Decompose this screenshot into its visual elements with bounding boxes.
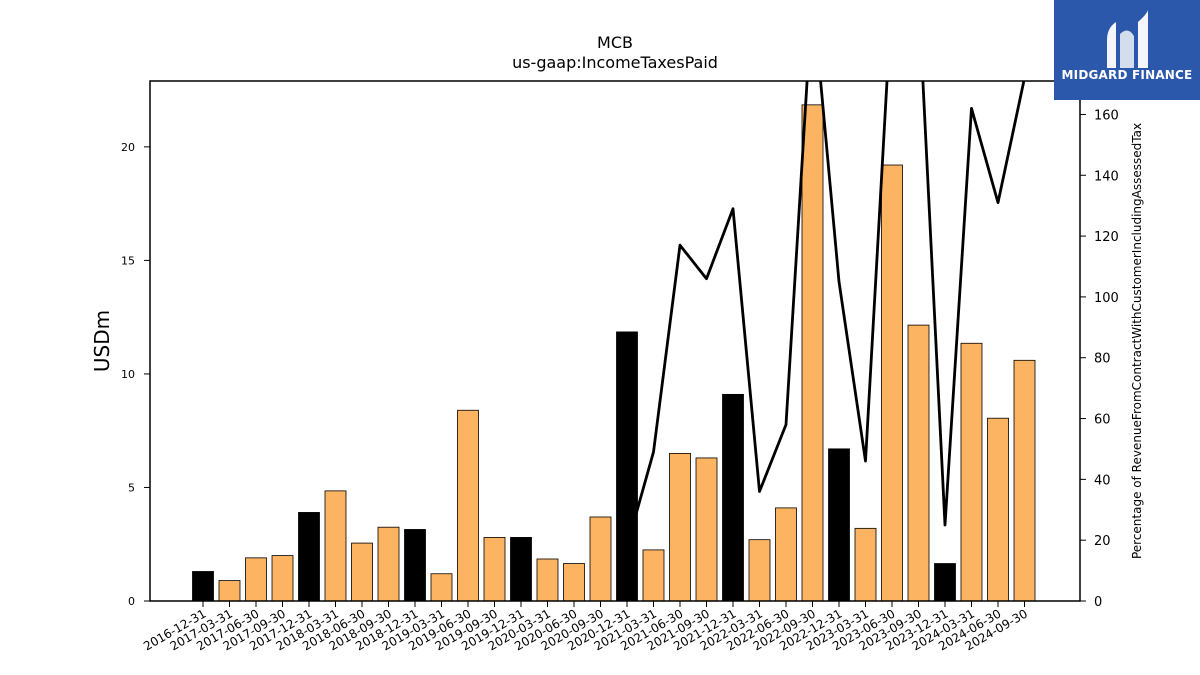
bar-2023-09-30 <box>907 324 930 602</box>
bar-2020-03-31 <box>536 558 559 602</box>
x-axis: 2016-12-312017-03-312017-06-302017-09-30… <box>141 601 1030 653</box>
bar-2019-09-30 <box>483 537 506 602</box>
y-tick-label: 10 <box>121 368 135 381</box>
y-tick-label: 0 <box>128 595 135 608</box>
bar-2020-09-30 <box>589 516 612 602</box>
y-axis-left: 0 5 10 15 20 <box>121 141 150 608</box>
y-tick-label: 20 <box>121 141 135 154</box>
y-axis-label: USDm <box>90 310 114 372</box>
bar-2023-06-30 <box>881 164 903 602</box>
bar-2018-12-31 <box>404 529 426 602</box>
bar-2019-06-30 <box>457 409 479 602</box>
bar-2018-06-30 <box>351 542 373 602</box>
bar-2017-03-31 <box>218 580 241 602</box>
y2-tick-label: 100 <box>1094 291 1119 306</box>
bar-2017-06-30 <box>245 557 267 602</box>
y2-tick-label: 40 <box>1094 473 1111 488</box>
logo-mark-icon <box>1107 10 1148 69</box>
y-tick-label: 5 <box>128 481 135 494</box>
bar-2023-03-31 <box>854 527 877 602</box>
bar-2018-09-30 <box>377 526 400 602</box>
bar-2019-12-31 <box>510 537 532 602</box>
y2-tick-label: 0 <box>1094 595 1102 610</box>
bar-2022-03-31 <box>748 539 771 602</box>
bar-2016-12-31 <box>192 571 214 602</box>
plot-frame <box>149 80 1081 602</box>
bar-2022-06-30 <box>775 507 797 602</box>
bar-2021-09-30 <box>695 457 718 602</box>
y2-tick-label: 140 <box>1094 169 1119 184</box>
bar-2017-12-31 <box>298 512 320 602</box>
y2-tick-label: 20 <box>1094 534 1111 549</box>
bar-2021-12-31 <box>722 393 744 602</box>
line-group <box>625 81 1026 547</box>
y-tick-label: 15 <box>121 254 135 267</box>
bar-2023-12-31 <box>934 563 956 602</box>
logo-text: MIDGARD FINANCE <box>1061 68 1193 82</box>
bar-2017-09-30 <box>271 555 294 602</box>
y2-tick-label: 120 <box>1094 230 1119 245</box>
bar-2021-03-31 <box>642 549 665 602</box>
y2-tick-label: 80 <box>1094 352 1111 367</box>
bar-2024-06-30 <box>987 417 1009 602</box>
bars-group <box>192 104 1036 602</box>
chart-subtitle: us-gaap:IncomeTaxesPaid <box>512 53 718 72</box>
y-axis-right: 0 20 40 60 80 100 120 140 160 <box>1080 108 1119 610</box>
percentage-line <box>625 81 1026 547</box>
y2-axis-label: Percentage of RevenueFromContractWithCus… <box>1130 123 1144 559</box>
y2-tick-label: 60 <box>1094 413 1111 428</box>
logo: MIDGARD FINANCE <box>1054 0 1200 100</box>
chart-title: MCB <box>597 33 633 52</box>
y2-tick-label: 160 <box>1094 108 1119 123</box>
bar-2020-06-30 <box>563 563 585 602</box>
bar-2024-03-31 <box>960 342 983 602</box>
bar-2022-12-31 <box>828 448 850 602</box>
bar-2019-03-31 <box>430 573 453 602</box>
bar-2021-06-30 <box>669 453 691 602</box>
bar-2020-12-31 <box>616 331 638 602</box>
bar-2024-09-30 <box>1013 359 1036 602</box>
bar-2018-03-31 <box>324 490 347 602</box>
bar-2022-09-30 <box>801 104 824 602</box>
